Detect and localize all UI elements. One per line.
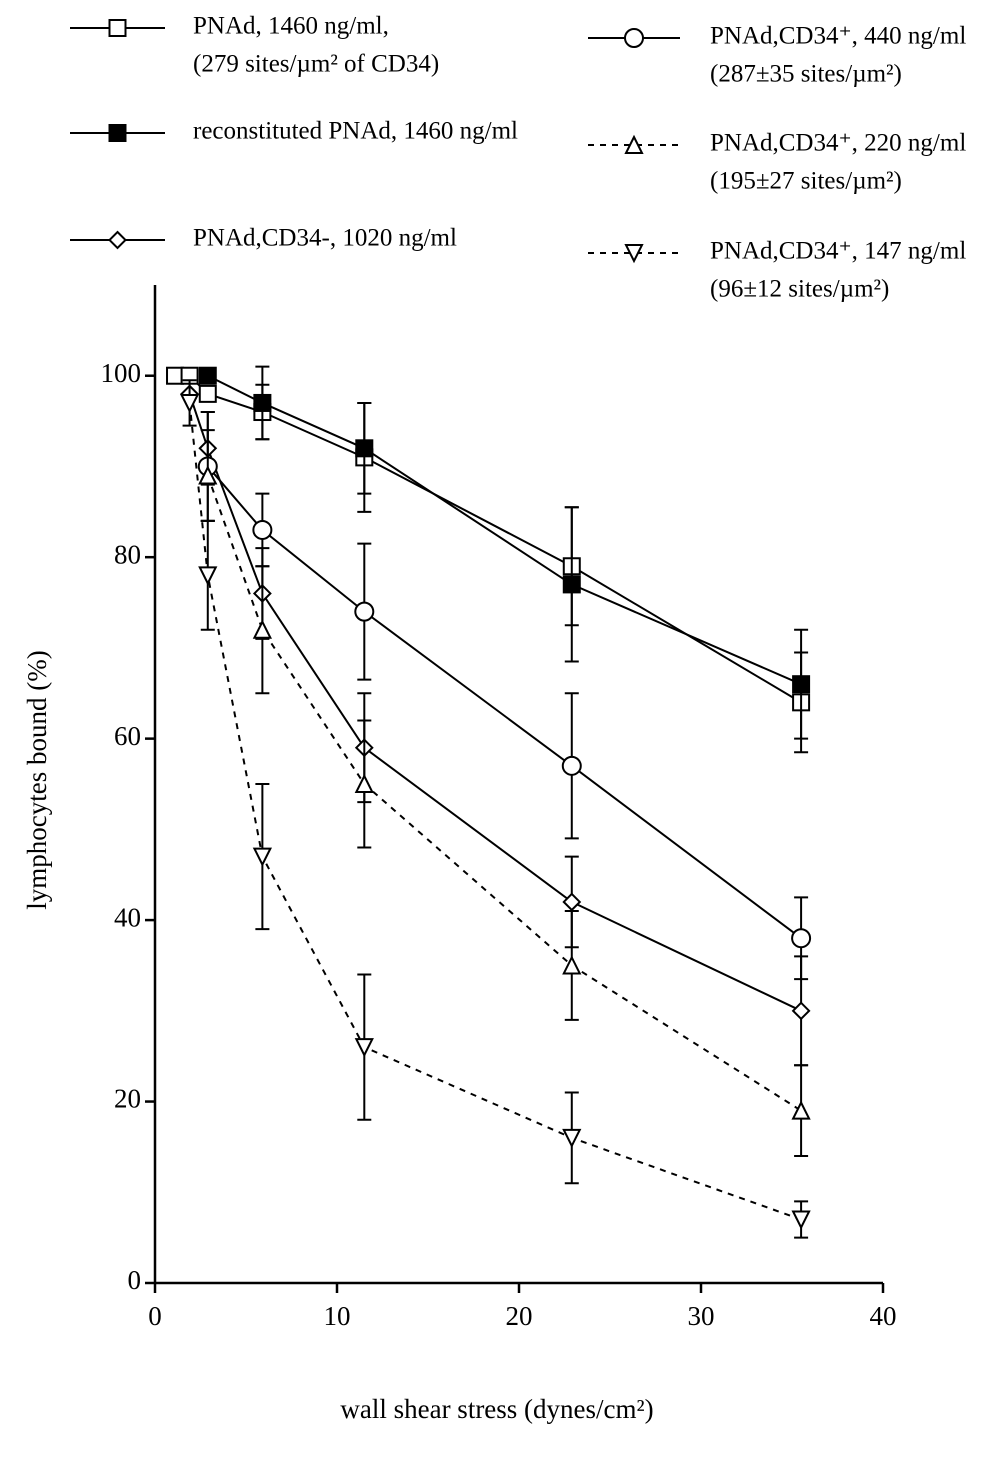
- legend-marker: [108, 19, 127, 37]
- legend-marker: [108, 124, 127, 142]
- legend-label: (96±12 sites/µm²): [710, 276, 889, 303]
- marker: [354, 1038, 374, 1058]
- marker: [252, 519, 273, 540]
- y-tick-label: 20: [114, 1084, 141, 1114]
- legend-label: PNAd,CD34-, 1020 ng/ml: [193, 225, 457, 252]
- marker: [792, 675, 811, 694]
- series-line: [188, 402, 802, 1221]
- legend-label: (287±35 sites/µm²): [710, 61, 902, 88]
- y-tick-label: 100: [101, 358, 142, 388]
- legend-label: PNAd,CD34⁺, 440 ng/ml: [710, 23, 966, 50]
- marker: [791, 1100, 811, 1120]
- y-tick-label: 40: [114, 902, 141, 932]
- marker: [562, 1128, 582, 1149]
- series-line: [206, 475, 802, 1112]
- marker: [198, 566, 218, 586]
- marker: [198, 465, 218, 485]
- marker: [355, 439, 374, 458]
- series-line: [188, 393, 802, 1012]
- marker: [354, 773, 374, 793]
- legend-marker: [624, 28, 644, 48]
- x-axis-label: wall shear stress (dynes/cm²): [340, 1394, 653, 1424]
- marker: [252, 847, 272, 867]
- marker: [791, 928, 812, 949]
- legend-label: PNAd,CD34⁺, 147 ng/ml: [710, 238, 966, 265]
- legend-label: (195±27 sites/µm²): [710, 168, 902, 195]
- y-tick-label: 0: [128, 1265, 142, 1295]
- y-axis-label: lymphocytes bound (%): [22, 650, 52, 909]
- x-tick-label: 40: [870, 1301, 897, 1331]
- marker: [198, 366, 217, 385]
- marker: [562, 955, 582, 975]
- x-tick-label: 10: [324, 1301, 351, 1331]
- marker: [561, 755, 582, 776]
- marker: [198, 384, 217, 403]
- x-tick-label: 20: [506, 1301, 533, 1331]
- marker: [791, 1001, 811, 1021]
- legend-label: (279 sites/µm² of CD34): [193, 51, 439, 78]
- legend-marker: [624, 244, 644, 264]
- marker: [179, 393, 200, 414]
- series-line: [175, 374, 802, 704]
- x-tick-label: 30: [688, 1301, 715, 1331]
- y-tick-label: 60: [114, 721, 141, 751]
- x-tick-label: 0: [148, 1301, 162, 1331]
- legend-marker: [624, 134, 644, 154]
- legend-label: reconstituted PNAd, 1460 ng/ml: [193, 118, 518, 145]
- legend-marker: [108, 230, 127, 250]
- marker: [354, 601, 375, 622]
- legend-label: PNAd, 1460 ng/ml,: [193, 13, 389, 40]
- y-tick-label: 80: [114, 539, 141, 569]
- marker: [252, 619, 272, 639]
- series-line: [207, 465, 802, 940]
- marker: [791, 1210, 811, 1230]
- legend-label: PNAd,CD34⁺, 220 ng/ml: [710, 130, 966, 157]
- marker: [562, 892, 582, 912]
- marker: [253, 393, 272, 412]
- marker: [562, 575, 581, 594]
